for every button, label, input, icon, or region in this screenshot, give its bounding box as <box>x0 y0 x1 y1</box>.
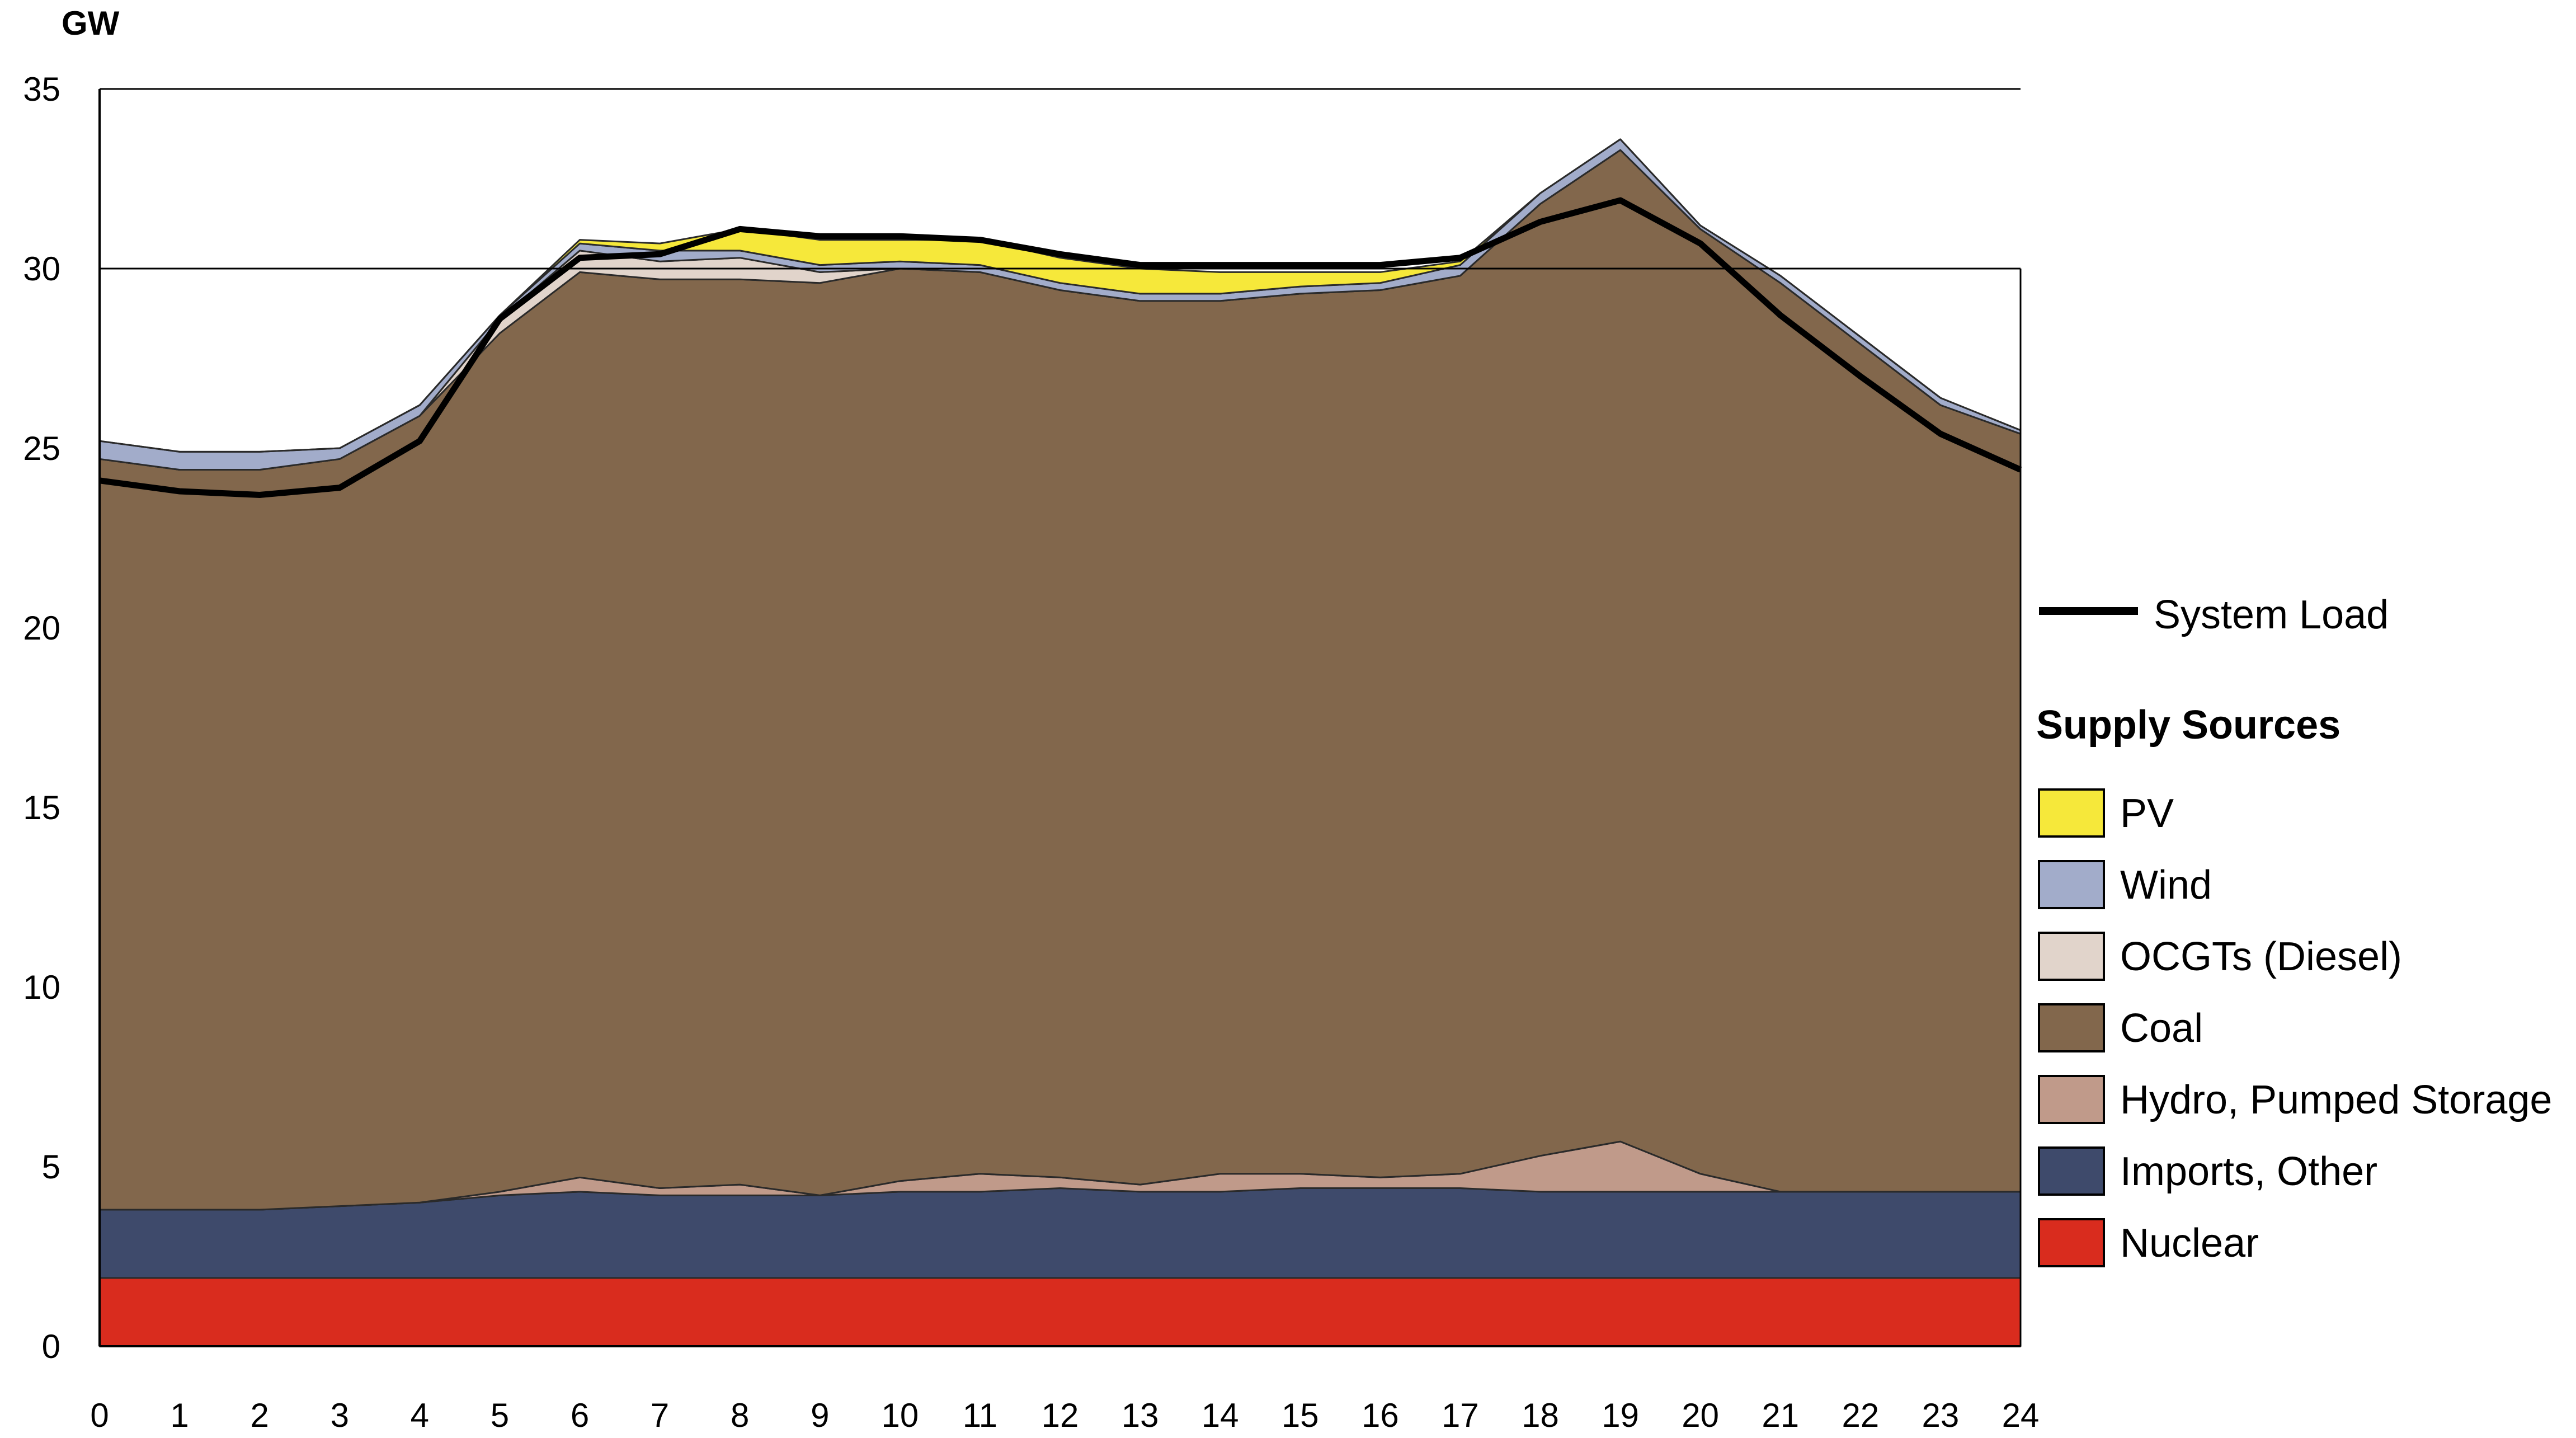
y-tick-label: 5 <box>42 1148 60 1186</box>
x-tick-label: 21 <box>1762 1397 1799 1434</box>
legend-label-ocgts-diesel: OCGTs (Diesel) <box>2120 934 2402 979</box>
x-tick-label: 10 <box>881 1397 919 1434</box>
legend-swatch-ocgts-diesel <box>2038 932 2105 981</box>
legend-label-imports-other: Imports, Other <box>2120 1149 2377 1194</box>
legend-swatch-pv <box>2038 788 2105 838</box>
y-tick-label: 10 <box>23 969 60 1006</box>
legend-label-pv: PV <box>2120 791 2174 836</box>
x-tick-label: 24 <box>2002 1397 2040 1434</box>
legend-label-nuclear: Nuclear <box>2120 1221 2259 1266</box>
legend-label-hydro-pumped-storage: Hydro, Pumped Storage <box>2120 1078 2552 1122</box>
y-tick-label: 0 <box>42 1328 60 1365</box>
legend-swatch-hydro-pumped-storage <box>2038 1075 2105 1124</box>
axes <box>98 89 2022 1347</box>
x-tick-label: 7 <box>651 1397 669 1434</box>
x-tick-label: 18 <box>1522 1397 1559 1434</box>
y-tick-label: 15 <box>23 789 60 826</box>
legend-swatch-nuclear <box>2038 1218 2105 1267</box>
x-tick-label: 22 <box>1842 1397 1879 1434</box>
x-tick-label: 13 <box>1122 1397 1159 1434</box>
legend-heading: Supply Sources <box>2036 703 2340 748</box>
x-tick-label: 1 <box>170 1397 189 1434</box>
x-tick-label: 3 <box>331 1397 349 1434</box>
y-unit-label: GW <box>62 4 120 42</box>
x-tick-label: 19 <box>1602 1397 1639 1434</box>
legend-swatch-imports-other <box>2038 1146 2105 1196</box>
x-tick-label: 9 <box>811 1397 829 1434</box>
x-tick-label: 12 <box>1042 1397 1079 1434</box>
x-tick-label: 4 <box>411 1397 429 1434</box>
x-tick-label: 5 <box>491 1397 509 1434</box>
x-tick-label: 17 <box>1442 1397 1479 1434</box>
x-tick-label: 16 <box>1362 1397 1399 1434</box>
legend-swatch-coal <box>2038 1003 2105 1052</box>
x-tick-label: 23 <box>1922 1397 1960 1434</box>
legend-label-wind: Wind <box>2120 863 2212 908</box>
system-load-series <box>99 197 2022 498</box>
y-tick-label: 30 <box>23 250 60 288</box>
legend: System Load Supply Sources PV Wind OCGTs (Di… <box>2036 593 2552 1267</box>
y-tick-label: 35 <box>23 71 60 108</box>
y-tick-label: 20 <box>23 609 60 647</box>
x-tick-label: 0 <box>90 1397 109 1434</box>
system-load-line <box>99 197 2022 498</box>
x-tick-label: 15 <box>1282 1397 1319 1434</box>
x-tick-label: 6 <box>571 1397 589 1434</box>
x-tick-label: 14 <box>1202 1397 1239 1434</box>
legend-swatch-wind <box>2038 860 2105 909</box>
x-tick-label: 2 <box>250 1397 269 1434</box>
legend-label-coal: Coal <box>2120 1006 2203 1051</box>
area-coal <box>98 149 2022 1211</box>
area-nuclear <box>98 1277 2022 1347</box>
x-tick-label: 11 <box>963 1397 997 1434</box>
x-tick-label: 8 <box>731 1397 749 1434</box>
gridlines <box>100 88 2021 270</box>
x-tick-label: 20 <box>1682 1397 1719 1434</box>
stacked-areas <box>98 138 2022 1347</box>
legend-label-system-load: System Load <box>2154 593 2389 637</box>
y-tick-label: 25 <box>23 430 60 467</box>
